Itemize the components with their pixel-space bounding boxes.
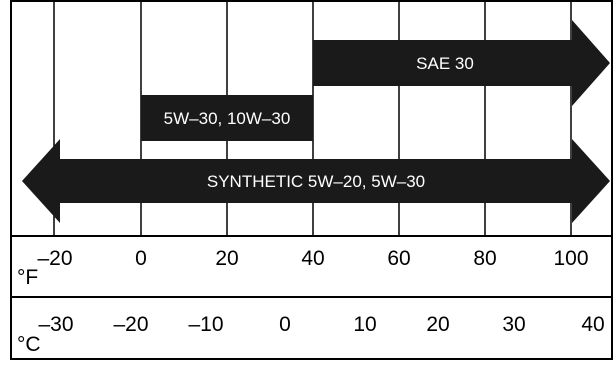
fahrenheit-tick-labels: –20 0 20 40 60 80 100 bbox=[37, 247, 588, 270]
bar-label-synthetic: SYNTHETIC 5W–20, 5W–30 bbox=[207, 172, 425, 191]
fahrenheit-tick-label: 80 bbox=[473, 247, 496, 270]
celsius-tick-label: 0 bbox=[279, 313, 291, 336]
bar-label-5w30-10w30: 5W–30, 10W–30 bbox=[164, 109, 291, 128]
bar-5w30-10w30 bbox=[141, 95, 313, 141]
celsius-tick-label: –30 bbox=[38, 313, 73, 336]
celsius-tick-label: 20 bbox=[426, 313, 449, 336]
fahrenheit-tick-label: 0 bbox=[135, 247, 147, 270]
fahrenheit-tick-label: –20 bbox=[37, 247, 72, 270]
fahrenheit-unit-label: °F bbox=[17, 266, 38, 289]
celsius-tick-label: –20 bbox=[113, 313, 148, 336]
celsius-tick-label: 40 bbox=[581, 313, 604, 336]
celsius-tick-label: –10 bbox=[188, 313, 223, 336]
fahrenheit-tick-label: 100 bbox=[553, 247, 588, 270]
fahrenheit-tick-label: 20 bbox=[215, 247, 238, 270]
chart-frame bbox=[10, 0, 613, 360]
viscosity-bars: SAE 30 5W–30, 10W–30 SYNTHETIC 5W–20, 5W… bbox=[22, 20, 610, 223]
fahrenheit-tick-label: 60 bbox=[387, 247, 410, 270]
bar-sae-30 bbox=[313, 20, 610, 106]
celsius-unit-label: °C bbox=[17, 333, 41, 356]
fahrenheit-tick-label: 40 bbox=[301, 247, 324, 270]
celsius-tick-label: 10 bbox=[353, 313, 376, 336]
bar-synthetic bbox=[22, 139, 610, 223]
celsius-tick-labels: –30 –20 –10 0 10 20 30 40 bbox=[38, 313, 604, 336]
celsius-tick-label: 30 bbox=[502, 313, 525, 336]
bar-label-sae-30: SAE 30 bbox=[416, 54, 474, 73]
